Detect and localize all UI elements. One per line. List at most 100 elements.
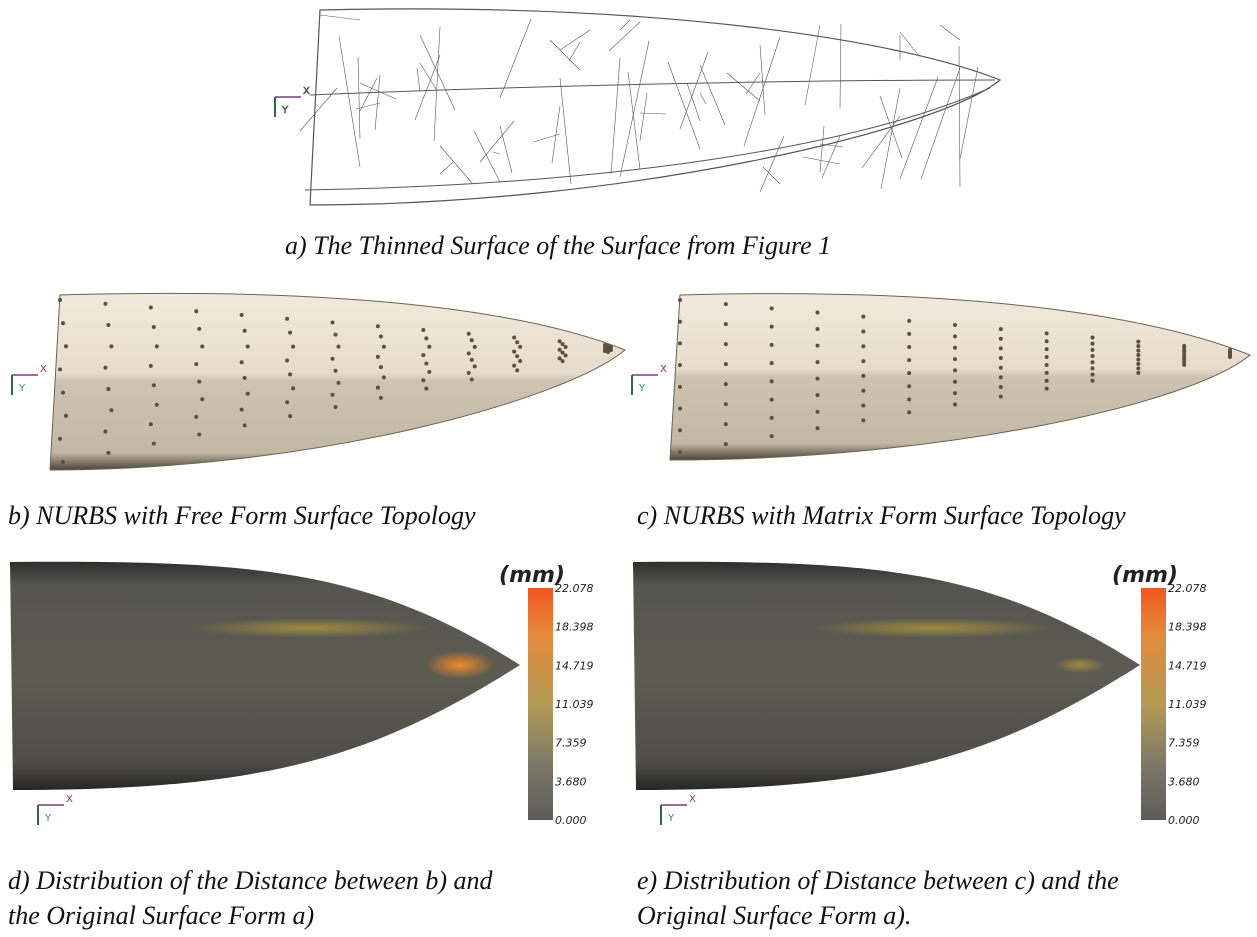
colorbar-label: 11.039 [1168, 698, 1207, 711]
control-point [106, 387, 110, 391]
mesh-edge [320, 15, 360, 20]
mesh-edge [493, 152, 500, 154]
control-point [953, 357, 957, 361]
mesh-edge [500, 126, 512, 173]
control-point [470, 378, 474, 382]
control-point [334, 333, 338, 337]
colorbar-label: 0.000 [555, 814, 587, 827]
control-point [1045, 363, 1049, 367]
control-point [1136, 362, 1140, 366]
deviation-highlight [190, 618, 430, 638]
control-point [424, 336, 428, 340]
nurbs-surface [670, 294, 1250, 460]
control-point [1045, 331, 1049, 335]
mesh-edge [560, 78, 571, 184]
control-point [678, 407, 682, 411]
control-point [816, 426, 820, 430]
control-point [64, 344, 68, 348]
mesh-edge [628, 72, 640, 169]
control-point [1136, 371, 1140, 375]
control-point [246, 392, 250, 396]
colorbar-label: 18.398 [555, 621, 594, 634]
control-point [285, 400, 289, 404]
control-point [1228, 355, 1232, 359]
control-point [243, 329, 247, 333]
control-point [816, 344, 820, 348]
control-point [194, 415, 198, 419]
control-point [1091, 342, 1095, 346]
mesh-edge [620, 20, 630, 30]
mesh-edge [356, 103, 380, 109]
deviation-highlight [425, 651, 495, 679]
control-point [558, 348, 562, 352]
axis-label: X [40, 364, 47, 375]
control-point [518, 359, 522, 363]
caption: Original Surface Form a). [637, 898, 911, 933]
mesh-edge [763, 167, 780, 184]
control-point [285, 359, 289, 363]
control-point [770, 434, 774, 438]
control-point [197, 327, 201, 331]
control-point [770, 306, 774, 310]
control-point [1091, 373, 1095, 377]
mesh-edge [820, 126, 824, 172]
colorbar [528, 588, 553, 820]
control-point [58, 298, 62, 302]
control-point [64, 414, 68, 418]
control-point [770, 361, 774, 365]
caption: the Original Surface Form a) [8, 898, 314, 933]
caption: e) Distribution of Distance between c) a… [637, 863, 1119, 898]
control-point [243, 376, 247, 380]
control-point [334, 405, 338, 409]
control-point [61, 460, 65, 464]
control-point [470, 338, 474, 342]
control-point [473, 364, 477, 368]
colorbar-label: 11.039 [555, 698, 594, 711]
control-point [152, 442, 156, 446]
control-point [558, 356, 562, 360]
control-point [907, 345, 911, 349]
control-point [1136, 353, 1140, 357]
control-point [379, 396, 383, 400]
control-point [515, 354, 519, 358]
control-point [382, 375, 386, 379]
control-point [427, 370, 431, 374]
keel-line [305, 88, 990, 190]
control-point [470, 358, 474, 362]
chine-line [310, 80, 995, 95]
mesh-edge [959, 46, 960, 187]
control-point [1091, 379, 1095, 383]
colorbar-label: 3.680 [555, 775, 587, 788]
control-point [1091, 354, 1095, 358]
control-point [770, 379, 774, 383]
control-point [678, 385, 682, 389]
mesh-edge [805, 25, 820, 105]
control-point [149, 364, 153, 368]
control-point [149, 306, 153, 310]
mesh-edge [440, 146, 472, 183]
control-point [816, 311, 820, 315]
caption: d) Distribution of the Distance between … [8, 863, 493, 898]
control-point [152, 383, 156, 387]
control-point [816, 360, 820, 364]
control-point [953, 334, 957, 338]
control-point [1045, 355, 1049, 359]
control-point [106, 451, 110, 455]
control-point [376, 324, 380, 328]
mesh-edge [668, 62, 700, 149]
mesh-edge [640, 93, 647, 141]
control-point [194, 362, 198, 366]
control-point [907, 358, 911, 362]
control-point [770, 416, 774, 420]
mesh-edge [474, 131, 500, 182]
control-point [1091, 366, 1095, 370]
caption: c) NURBS with Matrix Form Surface Topolo… [637, 498, 1126, 533]
mesh-edge [420, 63, 436, 89]
control-point [816, 410, 820, 414]
control-point [861, 359, 865, 363]
control-point [424, 387, 428, 391]
control-point [907, 410, 911, 414]
colorbar-label: 22.078 [1168, 582, 1207, 595]
mesh-edge [440, 162, 453, 174]
mesh-edge [434, 27, 440, 141]
